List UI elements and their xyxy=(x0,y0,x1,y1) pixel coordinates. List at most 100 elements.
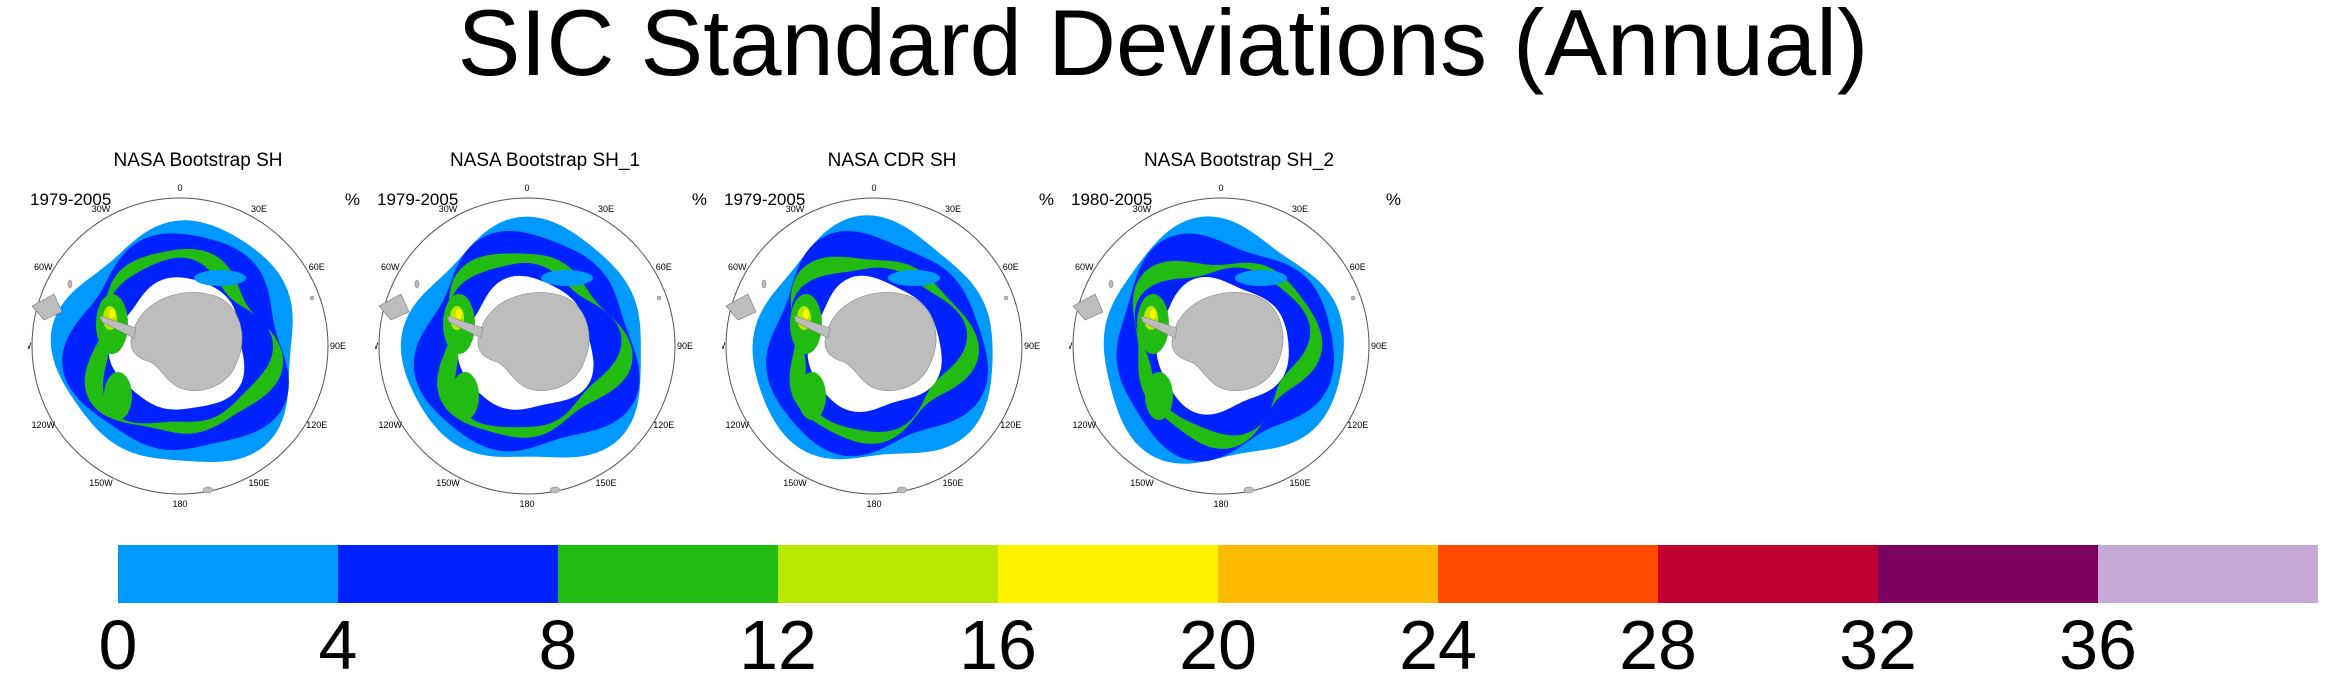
panel-unit: % xyxy=(691,190,707,209)
colorbar-box xyxy=(338,545,558,603)
longitude-label: 150E xyxy=(942,478,963,488)
longitude-label: 60E xyxy=(309,262,325,272)
longitude-label: 30E xyxy=(598,204,614,214)
colorbar xyxy=(118,545,2318,603)
antarctica-land xyxy=(1171,292,1284,392)
main-title: SIC Standard Deviations (Annual) xyxy=(457,0,1869,95)
std-patch-ross xyxy=(798,372,826,420)
colorbar-tick-label: 24 xyxy=(1399,606,1477,684)
longitude-label: 120W xyxy=(1072,420,1096,430)
colorbar-box xyxy=(1658,545,1878,603)
longitude-label: 120W xyxy=(378,420,402,430)
antarctica-land xyxy=(824,292,937,392)
longitude-label: 0 xyxy=(524,183,529,193)
colorbar-box xyxy=(998,545,1218,603)
map-panel: NASA Bootstrap SH_1 1979-2005% 0 30E 60E 90E 1… xyxy=(375,150,715,510)
panel-period: 1979-2005 xyxy=(724,190,806,209)
colorbar-tick-label: 12 xyxy=(739,606,817,684)
panel-title: NASA Bootstrap SH_2 xyxy=(1143,150,1335,171)
south-america-land xyxy=(725,293,757,321)
longitude-label: 90W xyxy=(722,341,726,351)
longitude-label: 180 xyxy=(519,499,534,509)
longitude-label: 90E xyxy=(677,341,693,351)
polar-map: 0 30E 60E 90E 120E 150E 180 150W 120W 90W 60W 30W xyxy=(1069,183,1387,509)
longitude-label: 90E xyxy=(1024,341,1040,351)
colorbar-box xyxy=(778,545,998,603)
colorbar-tick-label: 0 xyxy=(98,606,138,684)
colorbar-tick-label: 16 xyxy=(959,606,1037,684)
longitude-label: 90E xyxy=(1371,341,1387,351)
antarctic-peninsula xyxy=(793,315,831,339)
longitude-label: 0 xyxy=(871,183,876,193)
panel-title: NASA CDR SH xyxy=(827,150,957,171)
island xyxy=(1350,295,1356,301)
colorbar-tick-label: 32 xyxy=(1839,606,1917,684)
island xyxy=(1108,279,1114,289)
longitude-label: 90E xyxy=(330,341,346,351)
colorbar-tick-label: 20 xyxy=(1179,606,1257,684)
island xyxy=(67,279,73,289)
longitude-label: 90W xyxy=(375,341,379,351)
island xyxy=(1003,295,1009,301)
antarctic-peninsula xyxy=(1140,315,1178,339)
longitude-label: 0 xyxy=(177,183,182,193)
island xyxy=(549,486,561,494)
std-patch-low xyxy=(1235,270,1287,286)
longitude-label: 120E xyxy=(306,420,327,430)
longitude-label: 150E xyxy=(248,478,269,488)
island xyxy=(309,295,315,301)
south-america-land xyxy=(31,293,63,321)
longitude-label: 180 xyxy=(866,499,881,509)
panel-period: 1979-2005 xyxy=(377,190,459,209)
colorbar-tick-label: 36 xyxy=(2059,606,2137,684)
colorbar-tick-label: 28 xyxy=(1619,606,1697,684)
longitude-label: 30E xyxy=(1292,204,1308,214)
panel-title: NASA Bootstrap SH_1 xyxy=(449,150,641,171)
panel-unit: % xyxy=(1038,190,1054,209)
longitude-label: 120W xyxy=(31,420,55,430)
antarctic-peninsula xyxy=(446,315,484,339)
std-patch-peak xyxy=(109,309,115,319)
longitude-label: 150W xyxy=(783,478,807,488)
longitude-label: 150W xyxy=(1130,478,1154,488)
longitude-label: 150E xyxy=(1289,478,1310,488)
island xyxy=(202,486,214,494)
longitude-label: 60W xyxy=(34,262,53,272)
std-patch-peak xyxy=(456,309,462,319)
polar-map: 0 30E 60E 90E 120E 150E 180 150W 120W 90W 60W 30W xyxy=(375,183,693,509)
panel-period: 1980-2005 xyxy=(1071,190,1153,209)
colorbar-box xyxy=(118,545,338,603)
longitude-label: 30W xyxy=(92,204,111,214)
map-panel: NASA Bootstrap SH 1979-2005% 0 30E 60E 90E 120… xyxy=(28,150,368,510)
std-patch-low xyxy=(888,270,940,286)
longitude-label: 0 xyxy=(1218,183,1223,193)
panel-unit: % xyxy=(344,190,360,209)
antarctica-land xyxy=(130,292,243,392)
colorbar-box xyxy=(1438,545,1658,603)
longitude-label: 30W xyxy=(1133,204,1152,214)
polar-map: 0 30E 60E 90E 120E 150E 180 150W 120W 90W 60W 30W xyxy=(722,183,1040,509)
longitude-label: 90W xyxy=(1069,341,1073,351)
colorbar-tick-label: 4 xyxy=(318,606,358,684)
panel-period: 1979-2005 xyxy=(30,190,112,209)
longitude-label: 60E xyxy=(1350,262,1366,272)
longitude-label: 60W xyxy=(1075,262,1094,272)
longitude-label: 30E xyxy=(945,204,961,214)
longitude-label: 30W xyxy=(439,204,458,214)
longitude-label: 60W xyxy=(381,262,400,272)
island xyxy=(414,279,420,289)
antarctic-peninsula xyxy=(99,315,137,339)
longitude-label: 30E xyxy=(251,204,267,214)
map-panel: NASA Bootstrap SH_2 1980-2005% 0 30E 60E 90E 1… xyxy=(1069,150,1409,510)
polar-map: 0 30E 60E 90E 120E 150E 180 150W 120W 90W 60W 30W xyxy=(28,183,346,509)
std-patch-peak xyxy=(1150,309,1156,319)
island xyxy=(761,279,767,289)
longitude-label: 120E xyxy=(653,420,674,430)
longitude-label: 90W xyxy=(28,341,32,351)
longitude-label: 150W xyxy=(89,478,113,488)
longitude-label: 120W xyxy=(725,420,749,430)
longitude-label: 60E xyxy=(656,262,672,272)
colorbar-tick-label: 8 xyxy=(538,606,578,684)
longitude-label: 30W xyxy=(786,204,805,214)
island xyxy=(896,486,908,494)
